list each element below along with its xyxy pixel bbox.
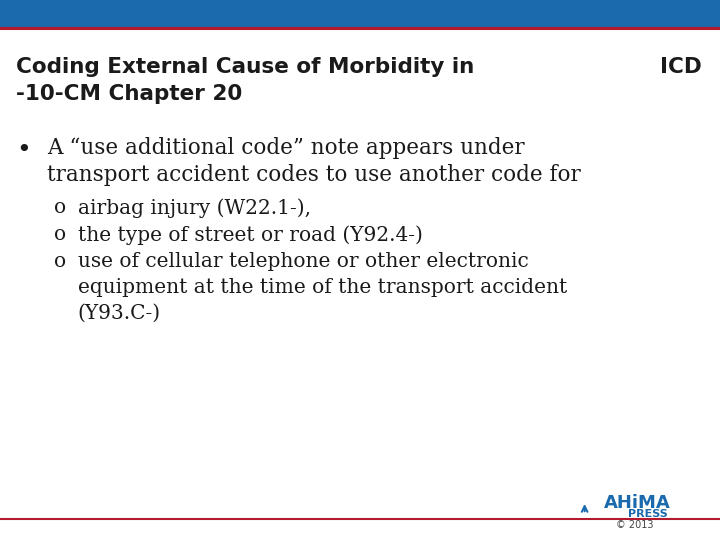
Text: Coding External Cause of Morbidity in: Coding External Cause of Morbidity in <box>16 57 474 77</box>
Text: transport accident codes to use another code for: transport accident codes to use another … <box>47 164 580 186</box>
Bar <box>0 0 720 28</box>
Text: use of cellular telephone or other electronic: use of cellular telephone or other elect… <box>78 252 528 271</box>
Text: ICD: ICD <box>660 57 702 77</box>
Text: PRESS: PRESS <box>628 509 668 519</box>
Text: o: o <box>54 252 66 271</box>
Text: o: o <box>54 198 66 217</box>
Text: airbag injury (W22.1-),: airbag injury (W22.1-), <box>78 198 311 218</box>
Text: (Y93.C-): (Y93.C-) <box>78 304 161 323</box>
Text: -10-CM Chapter 20: -10-CM Chapter 20 <box>16 84 242 104</box>
Text: © 2013: © 2013 <box>616 520 653 530</box>
Text: A “use additional code” note appears under: A “use additional code” note appears und… <box>47 137 524 159</box>
Text: o: o <box>54 225 66 244</box>
Text: •: • <box>16 138 30 161</box>
Text: equipment at the time of the transport accident: equipment at the time of the transport a… <box>78 278 567 297</box>
Text: the type of street or road (Y92.4-): the type of street or road (Y92.4-) <box>78 225 423 245</box>
Text: AHiMA: AHiMA <box>604 494 670 512</box>
